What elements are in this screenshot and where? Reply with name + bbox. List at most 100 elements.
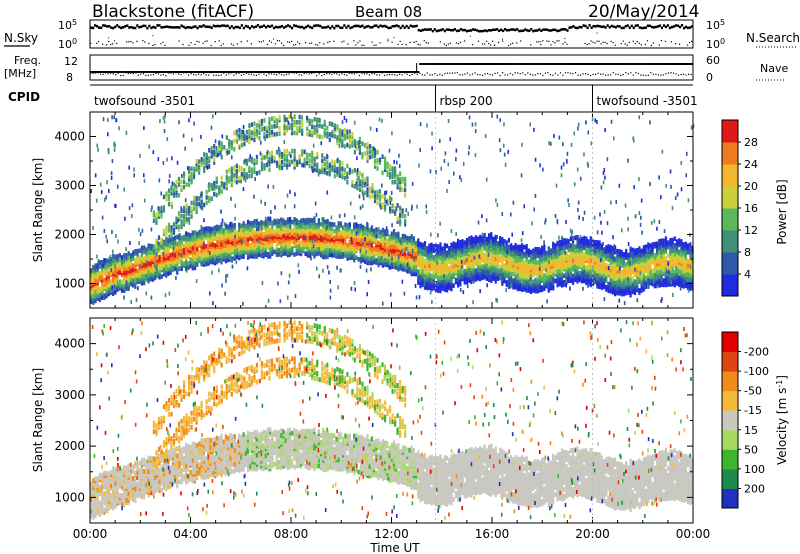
power-cell [476, 236, 480, 241]
power-cell [428, 263, 431, 269]
nave-mark [559, 72, 562, 74]
noise-frame [89, 19, 694, 49]
nave-mark [125, 72, 127, 74]
noise-sky-mark [544, 28, 547, 31]
power-cell [616, 253, 619, 258]
power-cell [342, 251, 345, 257]
power-cell [204, 226, 208, 232]
power-cell [308, 251, 312, 256]
noise-search-mark [202, 42, 204, 44]
noise-sky-mark [602, 25, 605, 28]
nave-mark [308, 73, 310, 75]
noise-search-mark [297, 41, 299, 43]
noise-sky-mark [116, 24, 119, 27]
power-cell [253, 238, 256, 244]
power-cell [516, 279, 519, 285]
noise-search-mark [319, 42, 321, 44]
noise-sky-mark [315, 24, 318, 27]
freq-mark [160, 71, 163, 73]
power-cell [384, 242, 387, 248]
power-cell [549, 274, 553, 280]
noise-sky-mark [588, 24, 591, 27]
power-cell [216, 257, 219, 263]
power-cell [625, 290, 628, 296]
freq-mark [479, 63, 483, 65]
power-cell [633, 248, 637, 254]
noise-search-mark [405, 44, 407, 46]
power-cell [470, 275, 473, 280]
nsky-label: N.Sky [4, 31, 38, 45]
noise-search-mark [291, 40, 293, 42]
power-cell [611, 263, 614, 269]
nave-mark [574, 72, 577, 74]
noise-search-mark [592, 41, 594, 43]
power-cell [609, 244, 612, 250]
noise-search-mark [457, 43, 460, 45]
nave-mark [507, 74, 509, 76]
power-cell [651, 257, 654, 263]
power-cell [653, 274, 657, 280]
noise-search-mark [375, 44, 377, 46]
noise-search-mark [417, 43, 419, 46]
nave-mark [632, 74, 634, 76]
noise-search-mark [136, 40, 138, 43]
power-cell [461, 243, 464, 249]
freq-mark [637, 63, 641, 65]
power-cell [300, 240, 303, 246]
power-cell [182, 234, 186, 240]
power-cell [311, 242, 314, 247]
power-cell [319, 222, 323, 227]
nave-mark [238, 72, 240, 74]
power-cell [620, 249, 623, 255]
power-cell [523, 280, 526, 285]
nave-mark [544, 72, 546, 74]
power-cell [578, 253, 581, 258]
nave-mark [263, 73, 265, 75]
power-cell [675, 263, 679, 269]
power-cell [421, 242, 424, 248]
power-cell [620, 274, 623, 279]
power-cell [494, 245, 497, 251]
power-cell [598, 258, 601, 263]
freq-mark [512, 63, 515, 65]
noise-search-mark [353, 40, 355, 42]
freq-mark [667, 63, 671, 65]
power-cell [403, 251, 407, 257]
noise-search-mark [481, 43, 484, 45]
power-cell [271, 246, 274, 252]
power-cell [227, 253, 230, 258]
power-cell [492, 267, 495, 273]
freq-mark [682, 63, 686, 65]
power-cell [580, 236, 584, 242]
power-cell [649, 243, 652, 248]
freq-mark [502, 63, 505, 65]
noise-sky-mark [112, 26, 115, 30]
freq-mark [291, 71, 294, 73]
power-cell [94, 285, 97, 291]
noise-sky-mark [278, 25, 282, 29]
power-cell [618, 279, 621, 285]
nave-mark [434, 73, 436, 75]
power-cell [496, 249, 500, 255]
power-cell [611, 267, 614, 273]
power-cell [468, 245, 471, 250]
noise-sky-mark [337, 24, 340, 28]
power-cell [377, 240, 380, 246]
power-cell [428, 243, 431, 249]
noise-search-mark [419, 44, 421, 46]
power-cell [308, 231, 312, 236]
power-cell [330, 252, 334, 258]
nave-mark [677, 74, 680, 76]
power-cell [132, 278, 135, 284]
freq-mark [333, 71, 337, 73]
date-label: 20/May/2014 [588, 2, 700, 22]
freq-mark [610, 63, 613, 65]
nave-mark [584, 73, 587, 75]
freq-mark [311, 71, 314, 73]
freq-mark [592, 63, 596, 65]
power-cell [563, 255, 566, 261]
power-cell [333, 228, 336, 234]
power-cell [227, 244, 230, 249]
noise-search-mark [510, 43, 512, 45]
freq-mark [95, 71, 98, 73]
